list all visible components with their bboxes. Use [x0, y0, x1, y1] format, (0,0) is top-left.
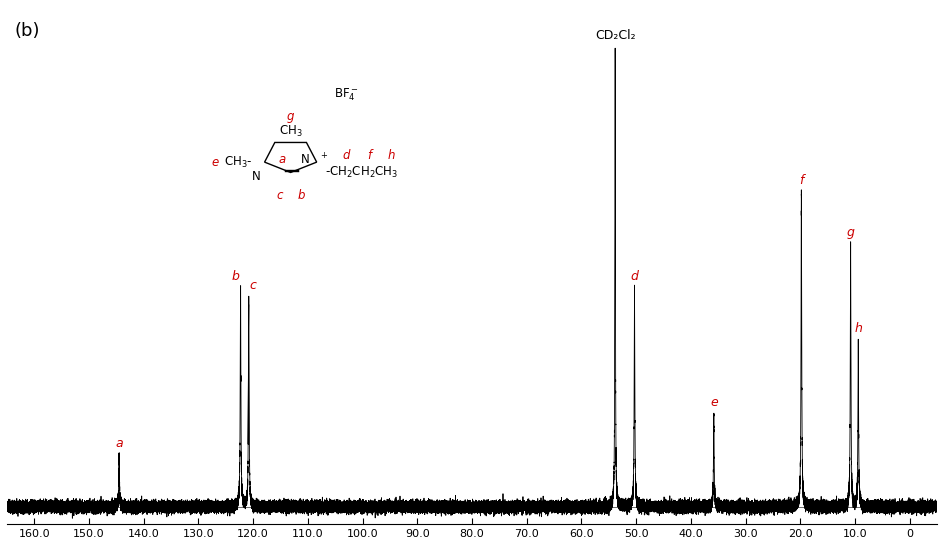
Text: CD₂Cl₂: CD₂Cl₂ [595, 29, 635, 41]
Text: a: a [278, 152, 286, 165]
Text: g: g [847, 227, 854, 240]
Text: N: N [301, 152, 310, 165]
Text: +: + [320, 151, 328, 161]
Text: BF$_4^-$: BF$_4^-$ [334, 86, 359, 103]
Text: f: f [367, 150, 372, 162]
Text: b: b [231, 270, 239, 283]
Text: e: e [710, 396, 717, 409]
Text: c: c [277, 189, 282, 202]
Text: e: e [211, 156, 219, 169]
Text: CH$_3$: CH$_3$ [278, 124, 302, 139]
Text: d: d [631, 270, 638, 283]
Text: h: h [387, 150, 395, 162]
Text: h: h [854, 322, 862, 335]
Text: f: f [800, 174, 803, 187]
Text: N: N [252, 170, 261, 183]
Text: CH$_3$-: CH$_3$- [224, 155, 252, 170]
Text: (b): (b) [14, 22, 40, 40]
Text: -CH$_2$CH$_2$CH$_3$: -CH$_2$CH$_2$CH$_3$ [325, 165, 398, 180]
Text: b: b [297, 189, 305, 202]
Text: a: a [115, 437, 123, 450]
Text: d: d [343, 150, 350, 162]
Text: c: c [250, 278, 257, 292]
Text: g: g [287, 110, 295, 123]
